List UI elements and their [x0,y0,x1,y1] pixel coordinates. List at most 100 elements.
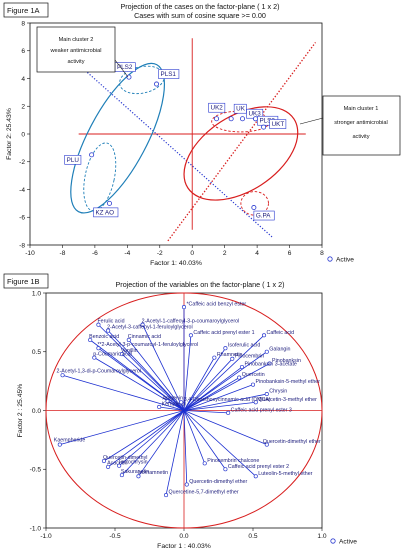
figure-1b-vector [183,348,226,411]
figure-1a-cluster-1-note-line: stronger antimicrobial [334,120,387,126]
figure-1a-point [154,81,160,87]
figure-1a-point-label-box [64,155,82,165]
figure-1a-cluster-2-note: Main cluster 2 weaker antimicrobial activi… [50,37,102,65]
figure-1a-point-label-box [269,119,287,129]
figure-1b-vector [183,366,243,411]
figure-1b-point [239,364,245,370]
figure-1b-variable-label: 2-Acetyl-3-caffeoyl-1-feruloylglycerol [107,324,193,330]
figure-1a-subtitle: Cases with sum of cosine square >= 0.00 [134,11,266,20]
figure-1a-cluster-1-note-line: Main cluster 1 [344,106,379,112]
figure-1a-legend-label: Active [336,257,354,264]
figure-1b-point [119,352,124,357]
figure-1a-point-label: UK2 [211,105,224,112]
figure-1b-point [60,373,65,378]
figure-1b-point [181,305,187,310]
figure-1a-xtick-label: 6 [288,250,292,257]
figure-1b-vector [183,377,240,411]
figure-1a-ytick-label: -6 [19,215,25,222]
figure-1b-point [96,322,101,327]
figure-1b-variable-label: Galangin [269,346,290,352]
figure-1b-variable-label: Quercetin-dimethyl ether [189,479,247,485]
figure-1b-variable-label: Caffeic acid [267,330,295,336]
figure-1b-variable-label: Rhamnetin [217,352,243,358]
figure-1b-point [264,349,269,354]
figure-1b-vector [59,410,185,445]
figure-1a-point-label-box [253,210,275,221]
figure-1b-ylabel: Factor 2 : 25.45% [17,384,24,438]
figure-1a-ytick-label: 0 [21,131,25,138]
figure-1b-point [57,442,62,447]
figure-1b-point [212,355,217,360]
figure-1b-vector [98,324,185,411]
figure-1b-xtick-label: 0.0 [179,533,188,540]
figure-1a-subcluster-gpa-ellipse [240,191,269,216]
figure-1b-vector [183,410,226,470]
figure-1b-variable-label: 2-Acetyl-1,3-di-p-Coumaroylglycerol [57,368,141,374]
figure-1a-point [251,205,257,211]
figure-1b-variable-label: p-Coumaric acid [93,351,132,357]
figure-1b-point [264,391,269,397]
figure-1a-cluster-2-note-line: weaker antimicrobial [50,48,102,54]
figure-1b-variable-label: Luteolin-5-methyl ether [258,471,312,477]
figure-1b-point [157,404,162,410]
figure-1a-cluster-1-note-box [322,95,401,156]
figure-1a-cluster-2-note-line: Main cluster 2 [59,37,94,43]
figure-1b-point [106,328,111,333]
figure-1b-point [164,493,169,498]
figure-1b-ytick-label: -0.5 [30,467,42,474]
figure-1a-point [106,200,112,206]
figure-1a-xtick-label: -10 [25,250,35,257]
figure-1a-point-label: KZ AO [95,209,114,216]
figure-1a-xtick-label: -2 [157,250,163,257]
figure-1b-vector [183,335,265,411]
figure-1b-variable-label: *Caffeic acid benzyl ester [187,302,247,308]
figure-1b-variable-label: 3,4-Dimethoxycinnamic acid (DMCA) [184,397,271,403]
figure-1b-vector [138,410,185,477]
figure-1b-vector [98,347,185,411]
figure-1b-point [140,322,145,327]
figure-1b-point [92,355,97,360]
figure-1b-point [119,473,124,478]
figure-1a-xtick-label: -8 [60,250,66,257]
figure-1b-vector [183,410,257,477]
figure-1b-variable-label: Pinocembrin chalcone [207,458,259,464]
figure-1a-point-label: PLS1 [161,71,177,78]
figure-1b-vector [183,363,270,411]
figure-1b-point [253,474,258,479]
figure-1b-xlabel: Factor 1 : 40.03% [157,543,211,550]
figure-1b-variable-label: Pinocembrin [235,353,264,359]
figure-1b-point [101,458,107,464]
figure-1b-vector [183,410,229,414]
figure-1a-point-label: UKT [272,121,285,128]
figure-1a-point [252,116,258,122]
figure-1a-point [228,116,234,122]
figure-1b-vector [103,410,185,462]
figure-1b-point [202,461,207,466]
figure-1a-xtick-label: 0 [190,250,194,257]
figure-1a-point-label: UK [236,106,246,113]
figure-1b-point [106,464,111,469]
figure-1b-point [117,463,122,468]
figure-1a-xlabel: Factor 1: 40.03% [150,260,202,267]
figure-1b-variable-label: Isorhamnetin [137,470,168,476]
figure-1b-xtick-label: 0.5 [248,533,257,540]
figure-1b-variable-label: Acacetin [107,461,127,467]
figure-1a-ytick-label: -8 [19,242,25,249]
figure-1a-xtick-label: 8 [320,250,324,257]
figure-1b-vector [183,393,267,411]
figure-1b-variable-label: Caffeic acid prenyl ester 3 [231,407,292,413]
figure-1b-variable-label: Apigenin [162,396,183,402]
figure-1b-variable-label: **2-Acetyl-3-p-coumaroyl-1-feruloylglyce… [97,342,198,348]
figure-1b-vector [165,410,185,496]
figure-1b-xtick-label: -0.5 [109,533,121,540]
figure-1b-vector [128,339,185,411]
figure-1a-point-label-box [93,207,119,218]
figure-1a-point-label: PLS2 [117,64,133,71]
figure-1b-variable-label: Kaempheride [54,438,86,444]
figure-1b-legend-label: Active [339,539,357,546]
figure-1b-variable-label: 2-Acetyl-1-caffeoyl-3-p-coumaroylglycero… [142,319,240,325]
figure-1b-point [136,474,141,479]
figure-1b-vector [183,351,268,411]
figure-1a-point [89,152,95,158]
figure-1b-point [250,382,256,387]
